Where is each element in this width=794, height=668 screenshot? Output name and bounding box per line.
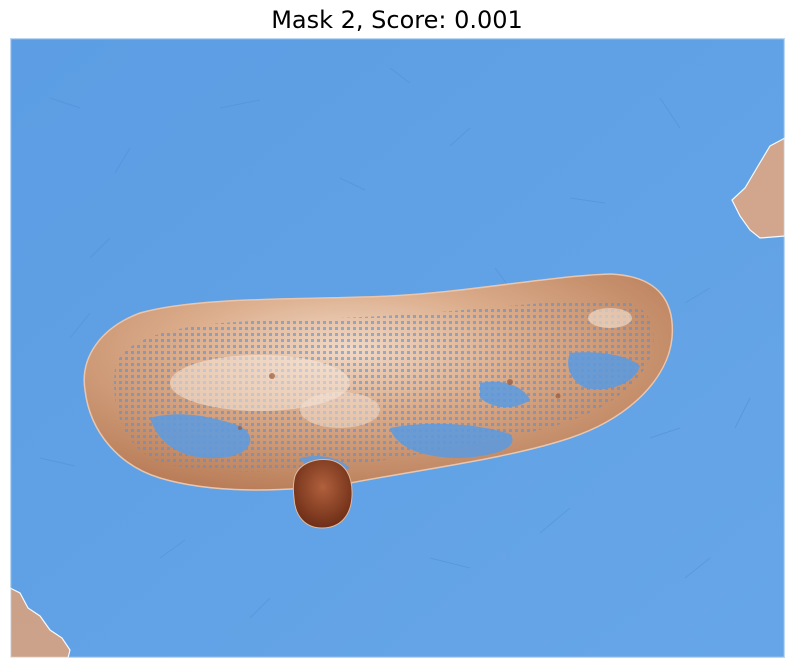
image-panel bbox=[10, 38, 785, 658]
figure-title: Mask 2, Score: 0.001 bbox=[271, 6, 523, 34]
skin-patch-bottom-left bbox=[10, 587, 71, 658]
masked-skin-image bbox=[10, 38, 785, 658]
skin-texture bbox=[39, 67, 751, 619]
dark-spot bbox=[292, 459, 353, 529]
lesion-highlight bbox=[170, 355, 350, 411]
mask-patches bbox=[150, 352, 640, 474]
skin-patch-top-right bbox=[731, 137, 785, 239]
lesion bbox=[83, 273, 674, 529]
mask-dot-overlay bbox=[114, 300, 654, 472]
